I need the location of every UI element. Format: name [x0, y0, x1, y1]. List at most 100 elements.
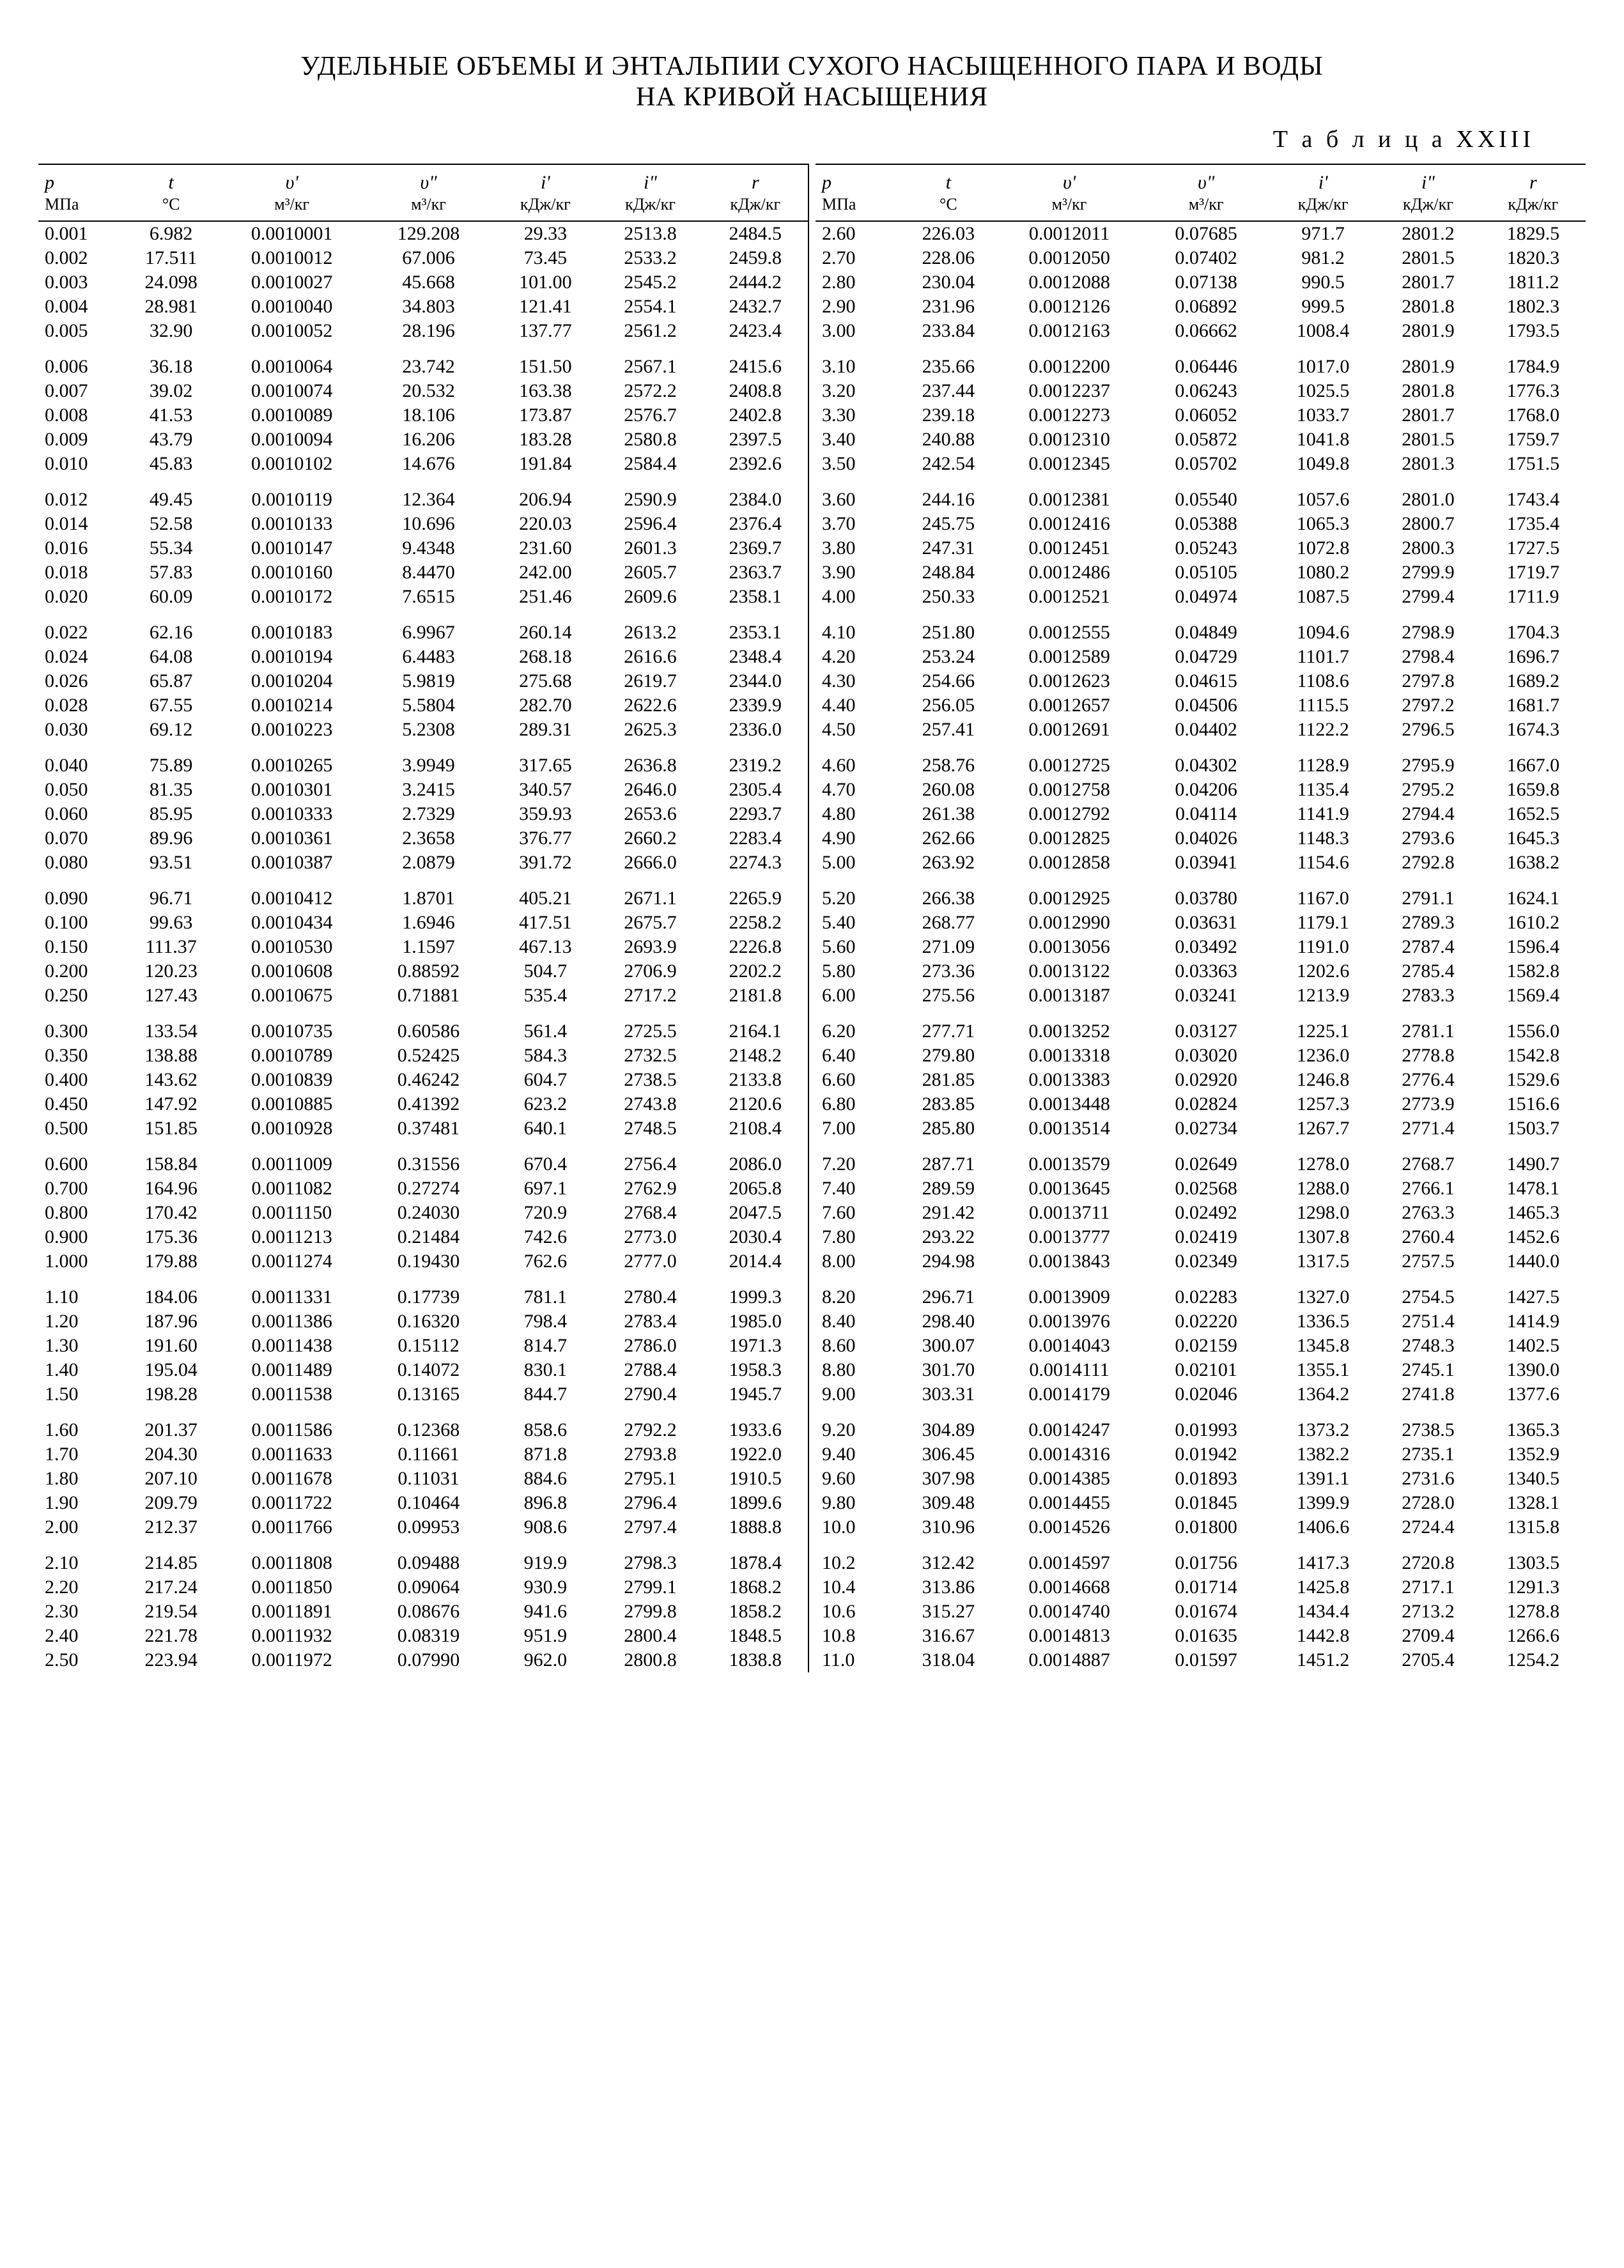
table-cell: 0.0010789 [220, 1044, 364, 1068]
table-row: 0.00428.9810.001004034.803121.412554.124… [38, 295, 808, 319]
table-cell: 0.026 [38, 669, 123, 693]
table-cell: 0.03020 [1141, 1044, 1271, 1068]
table-cell: 0.0010434 [220, 911, 364, 935]
table-cell: 1.60 [38, 1407, 123, 1442]
table-cell: 2800.7 [1375, 512, 1480, 536]
table-cell: 93.51 [123, 851, 220, 875]
table-row: 0.01045.830.001010214.676191.842584.4239… [38, 452, 808, 476]
table-cell: 2590.9 [598, 476, 702, 512]
table-cell: 0.11661 [364, 1442, 493, 1467]
table-cell: 7.6515 [364, 585, 493, 609]
col-header: υ'м³/кг [220, 164, 364, 221]
table-cell: 0.05702 [1141, 452, 1271, 476]
col-unit: кДж/кг [601, 194, 699, 214]
table-cell: 0.04402 [1141, 718, 1271, 742]
table-cell: 271.09 [900, 935, 997, 959]
table-row: 0.01452.580.001013310.696220.032596.4237… [38, 512, 808, 536]
col-symbol: t [946, 172, 951, 193]
table-cell: 312.42 [900, 1539, 997, 1575]
table-cell: 340.57 [493, 778, 598, 802]
table-cell: 1122.2 [1271, 718, 1375, 742]
table-cell: 2576.7 [598, 403, 702, 428]
table-cell: 62.16 [123, 609, 220, 645]
col-symbol: r [1529, 172, 1537, 193]
table-cell: 318.04 [900, 1648, 997, 1672]
table-cell: 49.45 [123, 476, 220, 512]
table-cell: 1440.0 [1481, 1249, 1586, 1274]
table-cell: 0.0014111 [997, 1358, 1142, 1382]
table-cell: 273.36 [900, 959, 997, 984]
table-cell: 0.0010301 [220, 778, 364, 802]
table-cell: 1888.8 [703, 1515, 808, 1539]
table-cell: 2.40 [38, 1624, 123, 1648]
table-cell: 2801.7 [1375, 403, 1480, 428]
table-cell: 584.3 [493, 1044, 598, 1068]
table-cell: 1025.5 [1271, 379, 1375, 403]
table-cell: 2402.8 [703, 403, 808, 428]
col-symbol: i' [1319, 172, 1328, 193]
table-cell: 0.0011850 [220, 1575, 364, 1600]
table-cell: 11.0 [816, 1648, 900, 1672]
table-cell: 0.150 [38, 935, 123, 959]
table-cell: 2226.8 [703, 935, 808, 959]
table-cell: 1681.7 [1481, 693, 1586, 718]
table-cell: 0.05540 [1141, 476, 1271, 512]
table-cell: 2283.4 [703, 826, 808, 851]
table-cell: 0.0011972 [220, 1648, 364, 1672]
table-row: 6.00275.560.00131870.032411213.92783.315… [816, 984, 1586, 1008]
table-cell: 191.60 [123, 1334, 220, 1358]
table-cell: 1008.4 [1271, 319, 1375, 343]
table-cell: 1065.3 [1271, 512, 1375, 536]
table-cell: 1820.3 [1481, 246, 1586, 270]
table-cell: 300.07 [900, 1334, 997, 1358]
table-cell: 1569.4 [1481, 984, 1586, 1008]
table-cell: 623.2 [493, 1092, 598, 1116]
table-cell: 315.27 [900, 1600, 997, 1624]
table-cell: 951.9 [493, 1624, 598, 1648]
table-cell: 16.206 [364, 428, 493, 452]
table-cell: 0.0011213 [220, 1225, 364, 1249]
table-cell: 6.20 [816, 1008, 900, 1044]
table-cell: 151.85 [123, 1116, 220, 1141]
table-cell: 0.0013318 [997, 1044, 1142, 1068]
table-cell: 2376.4 [703, 512, 808, 536]
table-cell: 1365.3 [1481, 1407, 1586, 1442]
table-cell: 1094.6 [1271, 609, 1375, 645]
table-cell: 2799.1 [598, 1575, 702, 1600]
table-cell: 3.20 [816, 379, 900, 403]
table-cell: 2796.4 [598, 1491, 702, 1515]
table-cell: 2728.0 [1375, 1491, 1480, 1515]
table-cell: 1582.8 [1481, 959, 1586, 984]
table-cell: 2756.4 [598, 1141, 702, 1176]
table-cell: 45.668 [364, 270, 493, 295]
table-row: 0.250127.430.00106750.71881535.42717.221… [38, 984, 808, 1008]
table-cell: 3.60 [816, 476, 900, 512]
table-cell: 1878.4 [703, 1539, 808, 1575]
table-cell: 2785.4 [1375, 959, 1480, 984]
table-row: 4.20253.240.00125890.047291101.72798.416… [816, 645, 1586, 669]
table-row: 2.00212.370.00117660.09953908.62797.4188… [38, 1515, 808, 1539]
table-cell: 1858.2 [703, 1600, 808, 1624]
table-cell: 742.6 [493, 1225, 598, 1249]
table-cell: 4.40 [816, 693, 900, 718]
table-cell: 0.06892 [1141, 295, 1271, 319]
col-unit: кДж/кг [1379, 194, 1476, 214]
col-unit: МПа [822, 194, 896, 214]
table-cell: 2799.4 [1375, 585, 1480, 609]
table-cell: 1999.3 [703, 1274, 808, 1309]
table-cell: 0.0012237 [997, 379, 1142, 403]
table-cell: 183.28 [493, 428, 598, 452]
table-cell: 1704.3 [1481, 609, 1586, 645]
table-cell: 2384.0 [703, 476, 808, 512]
table-cell: 1645.3 [1481, 826, 1586, 851]
table-cell: 73.45 [493, 246, 598, 270]
table-cell: 0.41392 [364, 1092, 493, 1116]
table-cell: 32.90 [123, 319, 220, 343]
table-cell: 228.06 [900, 246, 997, 270]
table-cell: 45.83 [123, 452, 220, 476]
table-cell: 0.0012011 [997, 221, 1142, 246]
table-cell: 41.53 [123, 403, 220, 428]
table-cell: 999.5 [1271, 295, 1375, 319]
table-cell: 0.0013579 [997, 1141, 1142, 1176]
table-cell: 0.0011538 [220, 1382, 364, 1407]
